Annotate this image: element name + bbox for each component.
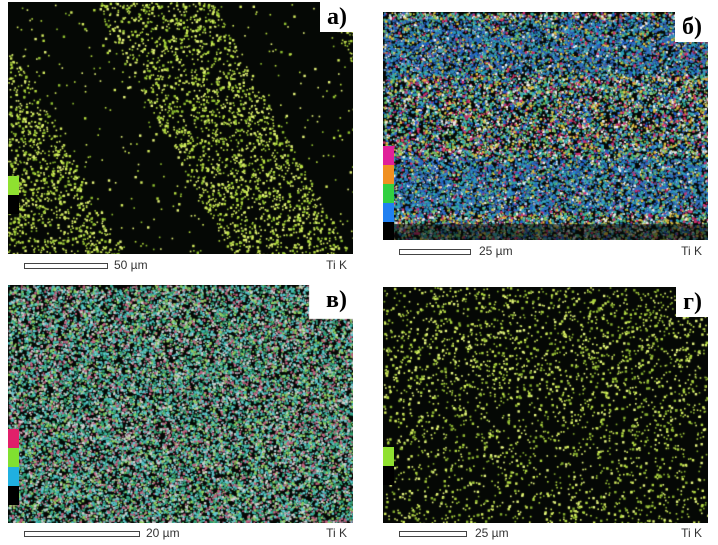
panel-label-c: в) — [319, 285, 353, 315]
element-map-d: г) — [383, 287, 708, 523]
element-text-c: Ti K — [326, 526, 347, 540]
element-map-d-image — [383, 287, 708, 523]
scale-text-a: 50 µm — [114, 258, 148, 272]
color-key-swatch — [8, 448, 19, 467]
panel-d: г) 25 µm Ti K — [383, 287, 708, 545]
color-key-swatch — [383, 203, 394, 222]
color-key-d — [383, 447, 394, 485]
panel-label-a: а) — [320, 2, 353, 32]
scale-row-b: 25 µm Ti K — [383, 243, 708, 263]
color-key-swatch — [8, 195, 19, 214]
color-key-a — [8, 176, 19, 214]
panel-label-d: г) — [676, 287, 708, 317]
color-key-swatch — [8, 429, 19, 448]
element-text-a: Ti K — [326, 258, 347, 272]
color-key-c — [8, 429, 19, 505]
element-map-a: а) — [8, 2, 353, 254]
element-text-d: Ti K — [681, 526, 702, 540]
element-map-b: б) — [383, 12, 708, 240]
scale-bar-d — [399, 531, 467, 537]
element-map-b-image — [383, 12, 708, 240]
color-key-b — [383, 146, 394, 240]
color-key-swatch — [383, 222, 394, 240]
color-key-swatch — [383, 447, 394, 466]
scale-row-a: 50 µm Ti K — [8, 257, 353, 277]
panel-label-b: б) — [675, 12, 708, 42]
panel-a: а) 50 µm Ti K — [8, 2, 353, 277]
scale-text-d: 25 µm — [475, 526, 509, 540]
scale-bar-c — [24, 531, 140, 537]
scale-row-d: 25 µm Ti K — [383, 525, 708, 545]
element-map-a-image — [8, 2, 353, 254]
element-text-b: Ti K — [681, 244, 702, 258]
color-key-swatch — [8, 486, 19, 505]
color-key-swatch — [8, 176, 19, 195]
color-key-swatch — [383, 466, 394, 485]
color-key-swatch — [8, 467, 19, 486]
scale-bar-a — [24, 263, 108, 269]
panel-c: в) 20 µm Ti K — [8, 285, 353, 545]
scale-bar-b — [399, 249, 471, 255]
element-map-c-image — [8, 285, 353, 523]
panel-b: б) 25 µm Ti K — [383, 12, 708, 267]
color-key-swatch — [383, 146, 394, 165]
scale-row-c: 20 µm Ti K — [8, 525, 353, 545]
color-key-swatch — [383, 184, 394, 203]
color-key-swatch — [383, 165, 394, 184]
scale-text-c: 20 µm — [146, 526, 180, 540]
element-map-c: в) — [8, 285, 353, 523]
scale-text-b: 25 µm — [479, 244, 513, 258]
